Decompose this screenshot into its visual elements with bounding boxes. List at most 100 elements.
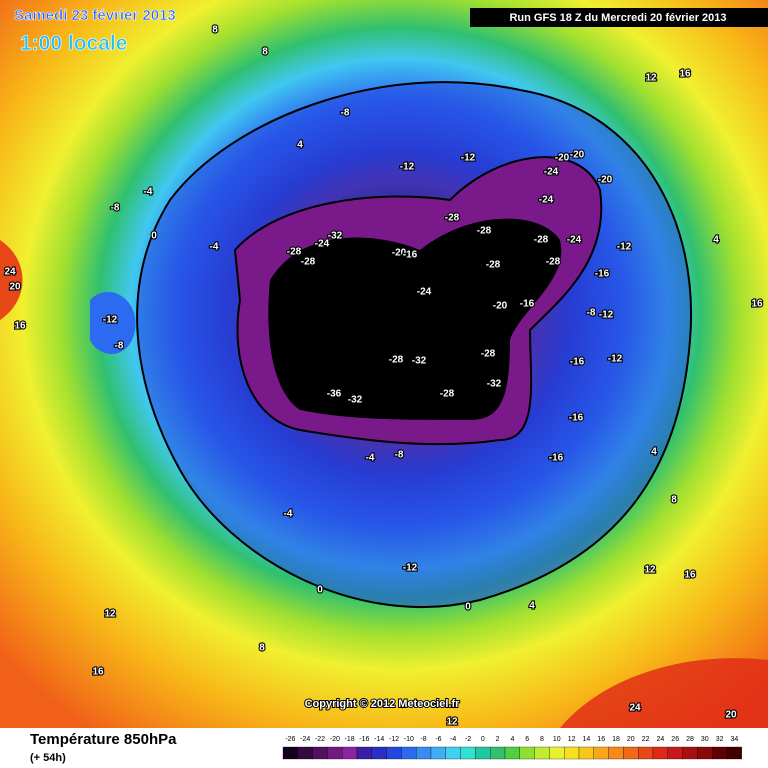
contour-label: -24 (417, 287, 432, 298)
contour-label: -8 (395, 450, 404, 461)
contour-label: 20 (9, 282, 21, 293)
contour-label: -16 (403, 250, 418, 261)
legend: -26 -24 -22 -20 -18 -16 -14 -12 -10 -8 -6 -4 -2 0 2 4 6 8… (282, 736, 742, 760)
contour-label: 24 (629, 703, 641, 714)
contour-label: -16 (569, 413, 584, 424)
legend-swatch (371, 746, 387, 760)
contour-label: -8 (587, 308, 596, 319)
contour-label: 4 (651, 447, 657, 458)
map-labels: -8-12-12 -20 -20-24-20-24-28-28-28 -24-12-2… (3, 24, 764, 729)
contour-label: -32 (348, 395, 363, 406)
legend-tick-label: 32 (716, 736, 724, 743)
contour-label: 8 (259, 643, 265, 654)
contour-label: -8 (341, 108, 350, 119)
legend-swatch (401, 746, 417, 760)
contour-label: 12 (104, 609, 116, 620)
contour-label: -16 (595, 269, 610, 280)
warm-region (560, 658, 768, 728)
legend-tick-label: 14 (583, 736, 591, 743)
legend-tick-label: -20 (330, 736, 340, 743)
legend-tick-label: -4 (450, 736, 456, 743)
legend-swatch (726, 746, 742, 760)
legend-tick-label: 30 (701, 736, 709, 743)
legend-tick-label: 10 (553, 736, 561, 743)
contour-label: 4 (713, 235, 719, 246)
contour-label: -12 (617, 242, 632, 253)
legend-tick-label: -22 (315, 736, 325, 743)
legend-swatch (712, 746, 728, 760)
contour-label: -20 (493, 301, 508, 312)
contour-label: 0 (465, 602, 471, 613)
legend-swatch (652, 746, 668, 760)
legend-swatch (697, 746, 713, 760)
contour-label: -24 (315, 239, 330, 250)
contour-label: -32 (487, 379, 502, 390)
contour-label: 12 (644, 565, 656, 576)
contour-label: 4 (297, 140, 303, 151)
contour-label: 8 (671, 495, 677, 506)
contour-label: -28 (477, 226, 492, 237)
contour-label: -28 (486, 260, 501, 271)
contour-label: -16 (570, 357, 585, 368)
contour-label: -28 (440, 389, 455, 400)
legend-tick-label: -6 (435, 736, 441, 743)
contour-label: -20 (555, 153, 570, 164)
legend-tick-label: 6 (525, 736, 529, 743)
legend-tick-label: -10 (404, 736, 414, 743)
isotherm (136, 81, 692, 609)
contour-label: 4 (529, 601, 535, 612)
forecast-date: Samedi 23 février 2013 (14, 7, 176, 24)
contour-label: 0 (317, 585, 323, 596)
run-box (470, 8, 768, 27)
contour-label: 16 (14, 321, 26, 332)
legend-swatch (608, 746, 624, 760)
legend-tick-label: 2 (496, 736, 500, 743)
legend-tick-label: 26 (671, 736, 679, 743)
contour-label: 8 (262, 47, 268, 58)
legend-swatch (623, 746, 639, 760)
run-info: Run GFS 18 Z du Mercredi 20 février 2013 (509, 12, 726, 24)
contour-label: 8 (212, 25, 218, 36)
legend-tick-label: -16 (359, 736, 369, 743)
contour-label: 16 (751, 299, 763, 310)
legend-swatch (282, 746, 298, 760)
contour-label: -36 (327, 389, 342, 400)
contour-label: -20 (570, 150, 585, 161)
legend-tick-label: 12 (568, 736, 576, 743)
coldest-region (268, 218, 562, 420)
legend-swatch (504, 746, 520, 760)
forecast-time: 1:00 locale (20, 32, 127, 55)
contour-label: -20 (598, 175, 613, 186)
contour-label: -12 (403, 563, 418, 574)
contour-label: 16 (92, 667, 104, 678)
contour-label: -28 (481, 349, 496, 360)
contour-label: -32 (412, 356, 427, 367)
legend-swatch (578, 746, 594, 760)
contour-label: -20 (392, 248, 407, 259)
legend-swatch (445, 746, 461, 760)
legend-tick-label: -12 (389, 736, 399, 743)
legend-tick-label: 0 (481, 736, 485, 743)
cold-pocket (90, 291, 136, 354)
contour-label: -12 (461, 153, 476, 164)
legend-swatch (356, 746, 372, 760)
legend-swatch (386, 746, 402, 760)
legend-tick-label: 16 (597, 736, 605, 743)
footer-title: Température 850hPa (30, 731, 177, 748)
contour-label: -24 (567, 235, 582, 246)
legend-swatch (297, 746, 313, 760)
legend-swatch (564, 746, 580, 760)
contour-label: -28 (445, 213, 460, 224)
legend-tick-label: -8 (420, 736, 426, 743)
contour-label: 12 (446, 717, 458, 728)
legend-tick-label: 18 (612, 736, 620, 743)
legend-swatch (638, 746, 654, 760)
contour-label: -4 (144, 187, 153, 198)
contour-label: -28 (301, 257, 316, 268)
isotherm (233, 156, 603, 446)
contour-label: -32 (328, 231, 343, 242)
contour-label: -12 (608, 354, 623, 365)
contour-label: -28 (287, 247, 302, 258)
